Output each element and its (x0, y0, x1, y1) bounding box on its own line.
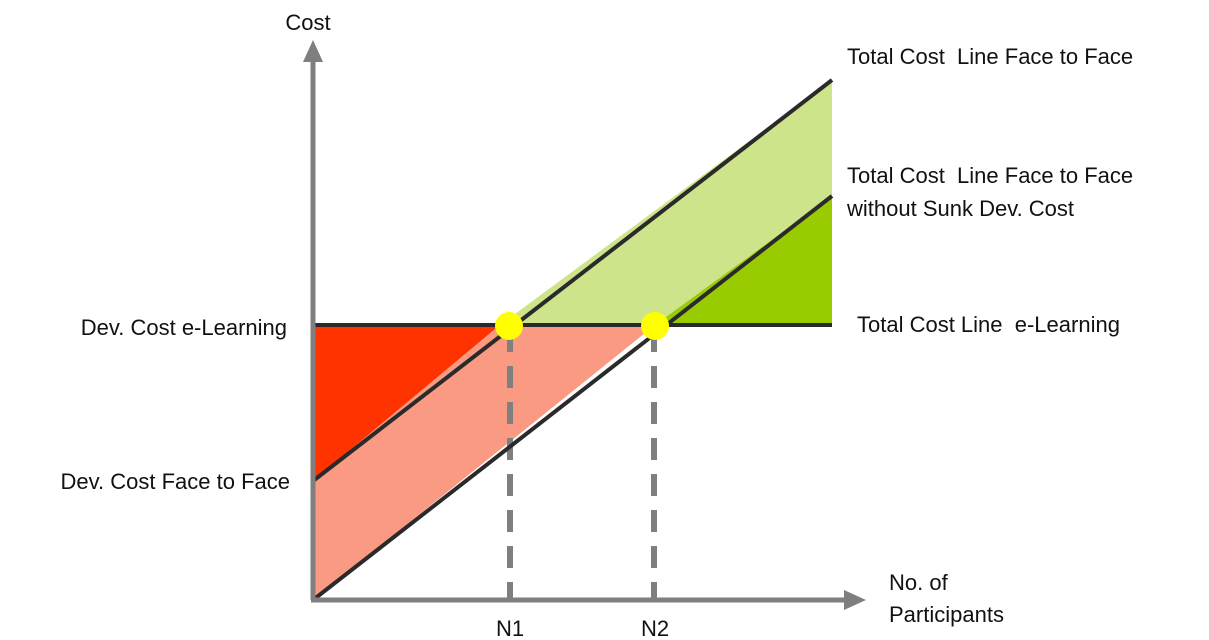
total-cost-face-to-face-line (311, 78, 834, 483)
x-tick-n2: N2 (641, 616, 669, 640)
x-axis-arrowhead (844, 590, 866, 610)
label-total-cost-without-sunk-line1: Total Cost Line Face to Face (847, 163, 1133, 188)
breakeven-marker-n1 (495, 312, 523, 340)
x-axis-title-line1: No. of (889, 570, 949, 595)
label-total-cost-face-to-face: Total Cost Line Face to Face (847, 44, 1133, 69)
label-total-cost-without-sunk-line2: without Sunk Dev. Cost (846, 196, 1074, 221)
label-dev-cost-elearning: Dev. Cost e-Learning (81, 315, 287, 340)
y-axis-title: Cost (285, 10, 330, 35)
region-light-green (500, 80, 832, 325)
x-axis-title-line2: Participants (889, 602, 1004, 627)
y-axis-arrowhead (303, 40, 323, 62)
label-dev-cost-face-to-face: Dev. Cost Face to Face (61, 469, 290, 494)
label-total-cost-elearning: Total Cost Line e-Learning (857, 312, 1120, 337)
x-tick-n1: N1 (496, 616, 524, 640)
breakeven-marker-n2 (641, 312, 669, 340)
total-cost-without-sunk-line (311, 194, 834, 602)
